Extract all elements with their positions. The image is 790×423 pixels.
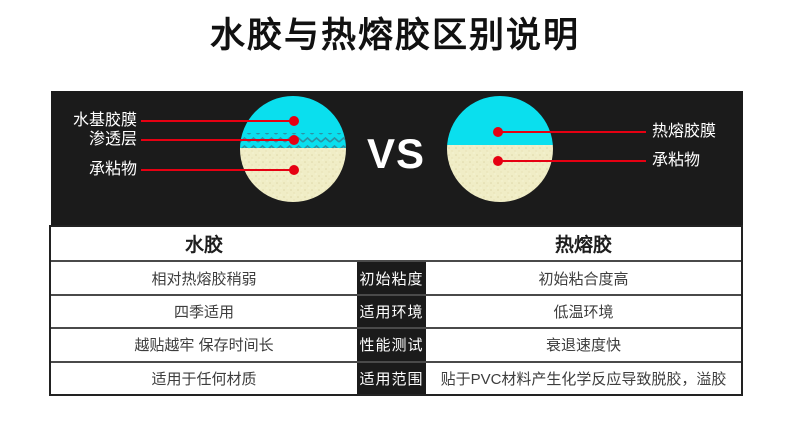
cell-right: 贴于PVC材料产生化学反应导致脱胶，溢胶: [440, 370, 727, 388]
pointer-line: [141, 169, 294, 171]
cell-left: 相对热熔胶稍弱: [151, 270, 257, 288]
table-header-row: 水胶 热熔胶: [51, 227, 741, 260]
hotmelt-film-layer: [447, 96, 553, 145]
substrate-label-right: 承粘物: [652, 152, 701, 169]
pointer-dot: [289, 165, 299, 175]
water-film-layer: [240, 96, 346, 133]
cell-category: 性能测试: [357, 329, 426, 361]
substrate-layer: [240, 148, 346, 202]
pointer-line: [141, 120, 294, 122]
pointer-dot: [493, 127, 503, 137]
pointer-dot: [493, 156, 503, 166]
cell-right: 衰退速度快: [545, 337, 621, 355]
pointer-dot: [289, 116, 299, 126]
cell-left: 四季适用: [173, 303, 234, 321]
hotmelt-glue-diagram: [447, 96, 553, 202]
comparison-banner: VS 水基胶膜 渗透层 承粘物 热熔胶膜 承粘物: [51, 91, 743, 225]
vs-label: VS: [366, 130, 426, 177]
cell-category: 适用范围: [357, 362, 426, 394]
water-film-label: 水基胶膜: [72, 112, 137, 129]
cell-right: 初始粘合度高: [538, 270, 629, 288]
permeation-layer-label: 渗透层: [88, 131, 137, 148]
pointer-line: [141, 139, 294, 141]
substrate-label-left: 承粘物: [88, 161, 137, 178]
pointer-line: [498, 160, 646, 162]
comparison-table: 水胶 热熔胶 相对热熔胶稍弱 初始粘度 初始粘合度高 四季适用 适用环境 低温环…: [49, 225, 743, 396]
table-row: 四季适用 适用环境 低温环境: [51, 293, 741, 328]
pointer-dot: [289, 135, 299, 145]
table-row: 相对热熔胶稍弱 初始粘度 初始粘合度高: [51, 260, 741, 294]
water-glue-diagram: [240, 96, 346, 202]
hotmelt-film-label: 热熔胶膜: [652, 123, 717, 140]
table-row: 适用于任何材质 适用范围 贴于PVC材料产生化学反应导致脱胶，溢胶: [51, 360, 741, 394]
table-row: 越贴越牢 保存时间长 性能测试 衰退速度快: [51, 327, 741, 361]
cell-left: 越贴越牢 保存时间长: [134, 337, 274, 355]
substrate-layer: [447, 145, 553, 202]
page-title: 水胶与热熔胶区别说明: [209, 16, 580, 55]
table-header-left: 水胶: [184, 235, 223, 257]
cell-left: 适用于任何材质: [151, 370, 257, 388]
table-header-spacer: [357, 227, 426, 260]
cell-right: 低温环境: [553, 303, 614, 321]
cell-category: 初始粘度: [357, 262, 426, 294]
pointer-line: [498, 131, 646, 133]
table-header-right: 热熔胶: [554, 235, 612, 257]
cell-category: 适用环境: [357, 295, 426, 328]
